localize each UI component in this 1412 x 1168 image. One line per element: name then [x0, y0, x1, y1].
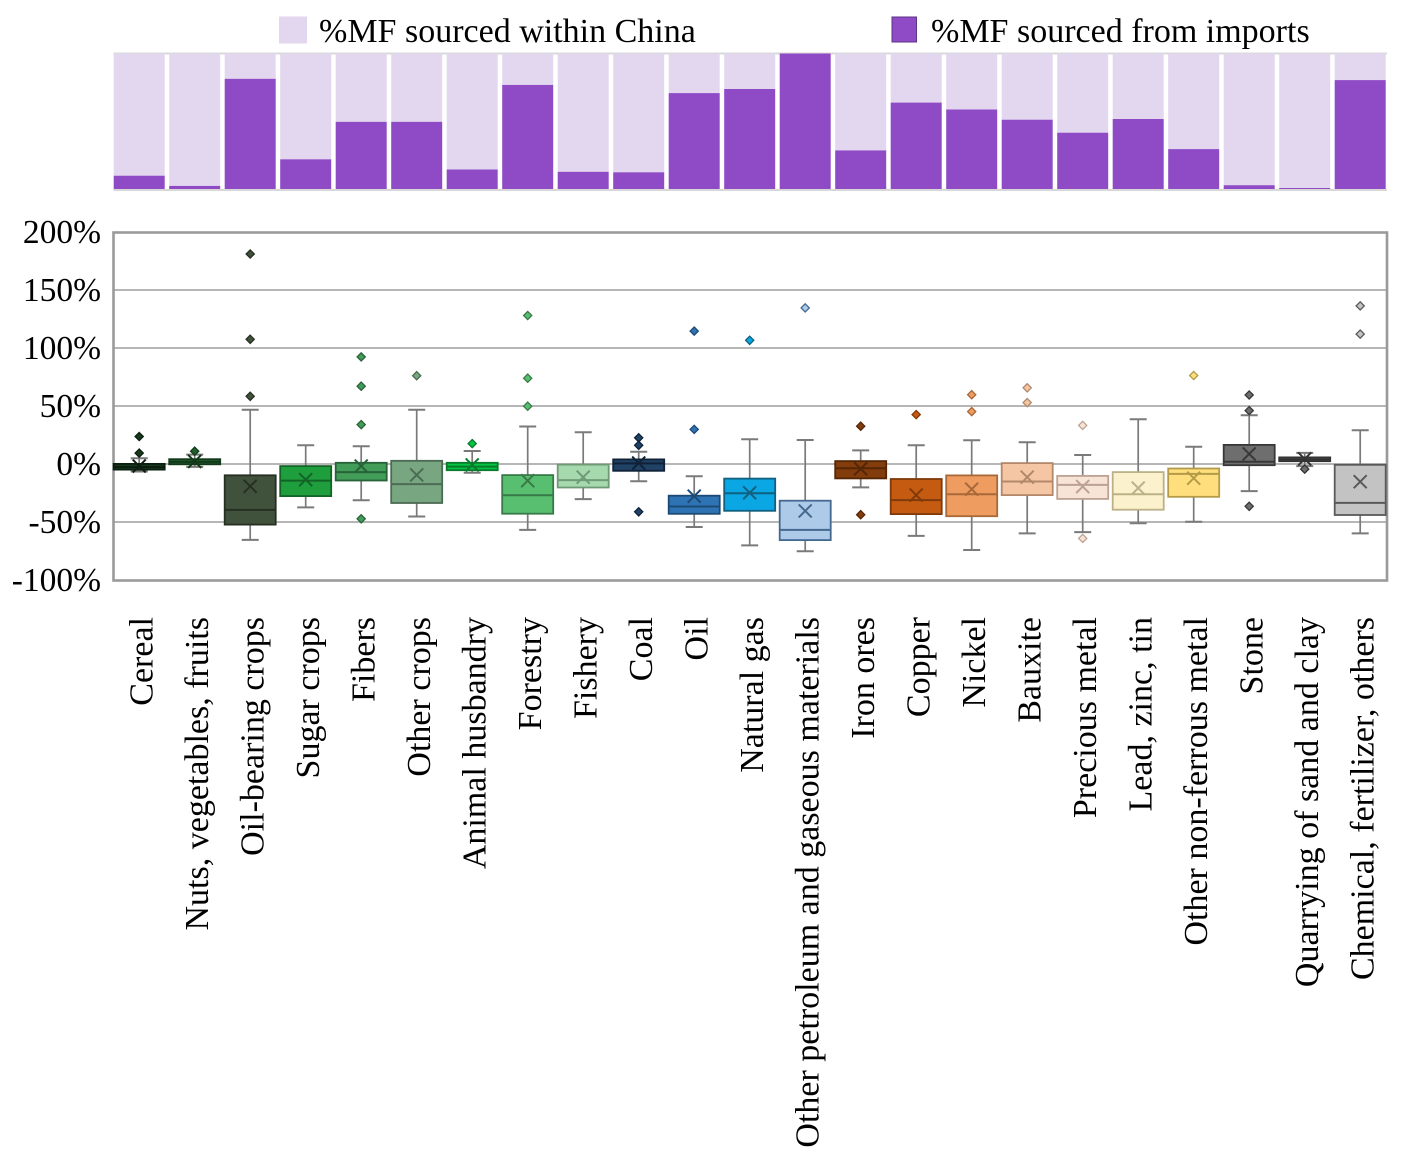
svg-text:Quarrying of sand and clay: Quarrying of sand and clay	[1289, 617, 1326, 987]
svg-text:-50%: -50%	[28, 504, 101, 541]
svg-text:Other crops: Other crops	[401, 617, 438, 777]
svg-text:Oil: Oil	[679, 617, 716, 660]
svg-text:Nuts, vegetables, fruits: Nuts, vegetables, fruits	[179, 617, 216, 931]
svg-text:Other petroleum and gaseous ma: Other petroleum and gaseous materials	[790, 617, 827, 1148]
svg-text:Copper: Copper	[901, 616, 938, 717]
svg-text:Cereal: Cereal	[124, 617, 161, 706]
svg-text:Precious metal: Precious metal	[1067, 617, 1104, 818]
svg-text:Fishery: Fishery	[568, 617, 605, 719]
svg-text:%MF sourced within China: %MF sourced within China	[319, 13, 696, 50]
svg-text:50%: 50%	[40, 388, 101, 425]
svg-text:Other non-ferrous metal: Other non-ferrous metal	[1178, 617, 1215, 946]
svg-text:Bauxite: Bauxite	[1012, 617, 1049, 723]
svg-text:0%: 0%	[56, 446, 101, 483]
svg-text:Forestry: Forestry	[512, 617, 549, 730]
svg-text:200%: 200%	[23, 214, 101, 251]
svg-text:Oil-bearing crops: Oil-bearing crops	[235, 617, 272, 856]
svg-text:Natural gas: Natural gas	[734, 617, 771, 773]
svg-text:-100%: -100%	[12, 562, 101, 599]
svg-text:150%: 150%	[23, 272, 101, 309]
svg-text:%MF sourced from imports: %MF sourced from imports	[931, 13, 1310, 50]
svg-text:Lead, zinc, tin: Lead, zinc, tin	[1123, 617, 1160, 811]
svg-text:Iron ores: Iron ores	[845, 617, 882, 739]
svg-text:100%: 100%	[23, 330, 101, 367]
svg-text:Nickel: Nickel	[956, 617, 993, 708]
svg-text:Coal: Coal	[623, 617, 660, 681]
svg-text:Chemical, fertilizer, others: Chemical, fertilizer, others	[1345, 617, 1382, 980]
svg-text:Sugar crops: Sugar crops	[290, 617, 327, 778]
svg-text:Stone: Stone	[1234, 617, 1271, 694]
svg-text:Fibers: Fibers	[346, 617, 383, 702]
svg-text:Animal husbandry: Animal husbandry	[457, 617, 494, 869]
